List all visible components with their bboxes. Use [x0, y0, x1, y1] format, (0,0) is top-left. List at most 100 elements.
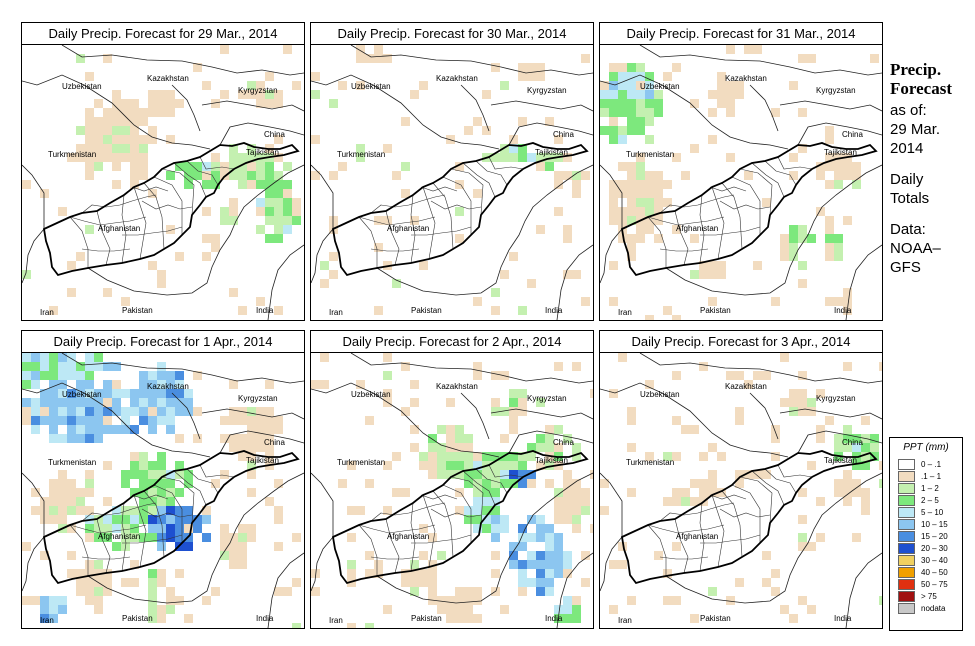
precip-cell: [265, 198, 274, 207]
precip-cell: [202, 533, 211, 542]
precip-cell: [527, 479, 536, 488]
country-label: Iran: [40, 308, 54, 317]
precip-cell: [338, 81, 347, 90]
precip-cell: [536, 533, 545, 542]
precip-cell: [563, 551, 572, 560]
precip-cell: [473, 362, 482, 371]
province-border: [131, 186, 169, 192]
precip-cell: [527, 533, 536, 542]
precip-cell: [383, 216, 392, 225]
country-label: India: [545, 306, 563, 315]
precip-cell: [220, 542, 229, 551]
precip-cell: [491, 479, 500, 488]
precip-cell: [40, 551, 49, 560]
precip-cell: [825, 153, 834, 162]
precip-cell: [509, 389, 518, 398]
precip-cell: [265, 162, 274, 171]
precip-cell: [148, 416, 157, 425]
precip-cell: [572, 479, 581, 488]
country-label: Afghanistan: [676, 532, 718, 541]
precip-cell: [211, 234, 220, 243]
precip-cell: [139, 135, 148, 144]
precip-cell: [256, 180, 265, 189]
precip-cell: [446, 596, 455, 605]
precip-cell: [572, 362, 581, 371]
precip-cell: [347, 569, 356, 578]
country-label: China: [842, 130, 863, 139]
precip-cell: [473, 587, 482, 596]
precip-cell: [202, 506, 211, 515]
country-border: [22, 228, 45, 284]
precip-cell: [825, 216, 834, 225]
country-label: Tajikistan: [246, 148, 279, 157]
precip-cell: [166, 407, 175, 416]
precip-cell: [401, 569, 410, 578]
precip-cell: [229, 551, 238, 560]
precip-cell: [49, 407, 58, 416]
precip-cell: [274, 99, 283, 108]
precip-cell: [76, 389, 85, 398]
precip-cell: [654, 551, 663, 560]
precip-cell: [374, 45, 383, 54]
precip-cell: [609, 207, 618, 216]
country-label: Uzbekistan: [62, 82, 102, 91]
precip-cell: [527, 153, 536, 162]
precip-cell: [726, 99, 735, 108]
precip-cell: [121, 479, 130, 488]
precip-cell: [49, 488, 58, 497]
precip-cell: [67, 434, 76, 443]
precip-cell: [392, 452, 401, 461]
province-border: [422, 186, 436, 260]
country-label: Kazakhstan: [725, 382, 767, 391]
precip-cell: [437, 605, 446, 614]
precip-cell: [627, 207, 636, 216]
precip-cell: [554, 542, 563, 551]
precip-cell: [708, 135, 717, 144]
precip-map: Kazakhstan Uzbekistan Kyrgyzstan China Tajik…: [311, 45, 593, 320]
precip-cell: [428, 533, 437, 542]
precip-cell: [572, 614, 581, 623]
precip-cell: [383, 54, 392, 63]
precip-cell: [121, 578, 130, 587]
precip-cell: [175, 407, 184, 416]
precip-cell: [85, 488, 94, 497]
precip-cell: [175, 99, 184, 108]
precip-cell: [762, 198, 771, 207]
precip-cell: [618, 542, 627, 551]
precip-cell: [157, 279, 166, 288]
precip-cell: [31, 353, 40, 362]
asof-label: as of:: [890, 102, 927, 119]
precip-cell: [229, 162, 238, 171]
province-border: [711, 494, 725, 568]
precip-cell: [229, 560, 238, 569]
precip-cell: [518, 72, 527, 81]
precip-cell: [85, 407, 94, 416]
legend-swatch: [898, 458, 915, 470]
precip-cell: [518, 63, 527, 72]
precip-cell: [40, 497, 49, 506]
province-border: [161, 168, 195, 216]
precip-cell: [798, 488, 807, 497]
precip-cell: [464, 452, 473, 461]
precip-cell: [103, 407, 112, 416]
legend-swatch: [898, 518, 915, 530]
precip-cell: [780, 605, 789, 614]
precip-cell: [527, 279, 536, 288]
precip-cell: [789, 225, 798, 234]
precip-cell: [121, 407, 130, 416]
precip-cell: [94, 126, 103, 135]
precip-cell: [85, 108, 94, 117]
precip-cell: [157, 569, 166, 578]
precip-cell: [121, 470, 130, 479]
precip-cell: [672, 63, 681, 72]
precip-cell: [112, 524, 121, 533]
precip-cell: [690, 614, 699, 623]
precip-cell: [274, 416, 283, 425]
precip-cell: [238, 551, 247, 560]
country-border: [600, 472, 623, 537]
precip-cell: [112, 108, 121, 117]
country-label: Pakistan: [411, 306, 442, 315]
panel-title: Daily Precip. Forecast for 30 Mar., 2014: [311, 23, 593, 45]
precip-cell: [428, 452, 437, 461]
precip-cell: [347, 533, 356, 542]
